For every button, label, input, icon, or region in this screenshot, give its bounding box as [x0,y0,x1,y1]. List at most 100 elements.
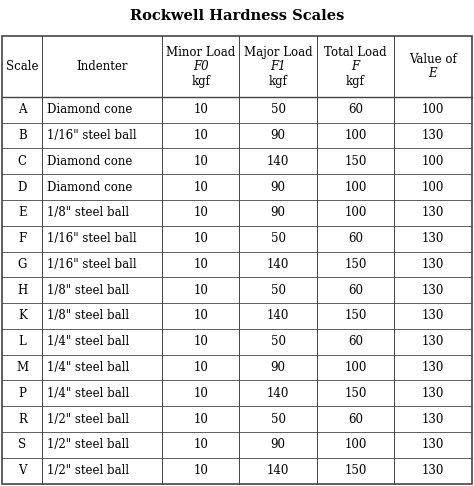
Text: 90: 90 [271,438,286,451]
Text: Total Load: Total Load [324,46,387,58]
Text: 1/8" steel ball: 1/8" steel ball [47,284,129,296]
Text: 100: 100 [345,181,367,193]
Text: 1/8" steel ball: 1/8" steel ball [47,310,129,323]
Text: 10: 10 [193,155,208,168]
Text: 100: 100 [345,438,367,451]
Text: 60: 60 [348,335,363,348]
Text: 130: 130 [422,413,444,426]
Text: Diamond cone: Diamond cone [47,181,132,193]
Text: 100: 100 [422,103,444,116]
Text: Rockwell Hardness Scales: Rockwell Hardness Scales [130,9,344,23]
Text: 140: 140 [267,258,289,271]
Text: 50: 50 [271,284,286,296]
Text: 10: 10 [193,310,208,323]
Text: 130: 130 [422,207,444,219]
Text: D: D [18,181,27,193]
Text: Minor Load: Minor Load [166,46,236,58]
Text: 10: 10 [193,103,208,116]
Text: 1/2" steel ball: 1/2" steel ball [47,464,129,477]
Text: 10: 10 [193,335,208,348]
Text: 150: 150 [345,310,367,323]
Text: 100: 100 [422,181,444,193]
Text: 150: 150 [345,155,367,168]
Text: 1/4" steel ball: 1/4" steel ball [47,387,129,400]
Text: 130: 130 [422,284,444,296]
Text: Scale: Scale [6,60,38,73]
Text: 140: 140 [267,464,289,477]
Text: 150: 150 [345,258,367,271]
Text: 130: 130 [422,387,444,400]
Text: 150: 150 [345,387,367,400]
Text: 10: 10 [193,129,208,142]
Text: 130: 130 [422,464,444,477]
Text: 1/16" steel ball: 1/16" steel ball [47,232,137,245]
Text: 130: 130 [422,232,444,245]
Text: C: C [18,155,27,168]
Text: 140: 140 [267,310,289,323]
Text: kgf: kgf [269,75,288,87]
Text: 60: 60 [348,284,363,296]
Text: 60: 60 [348,413,363,426]
Text: H: H [17,284,27,296]
Text: 100: 100 [345,129,367,142]
Text: Indenter: Indenter [76,60,128,73]
Text: kgf: kgf [191,75,210,87]
Text: S: S [18,438,27,451]
Text: 90: 90 [271,207,286,219]
Text: 1/2" steel ball: 1/2" steel ball [47,438,129,451]
Text: 130: 130 [422,129,444,142]
Text: 10: 10 [193,258,208,271]
Text: 60: 60 [348,232,363,245]
Text: 10: 10 [193,207,208,219]
Text: 1/2" steel ball: 1/2" steel ball [47,413,129,426]
Text: 10: 10 [193,387,208,400]
Text: 100: 100 [422,155,444,168]
Text: L: L [18,335,26,348]
Text: 150: 150 [345,464,367,477]
Text: G: G [18,258,27,271]
Text: A: A [18,103,27,116]
Text: kgf: kgf [346,75,365,87]
Text: F0: F0 [193,60,209,73]
Text: E: E [18,207,27,219]
Text: 10: 10 [193,181,208,193]
Text: 90: 90 [271,361,286,374]
Text: Diamond cone: Diamond cone [47,155,132,168]
Text: 1/4" steel ball: 1/4" steel ball [47,361,129,374]
Text: M: M [16,361,28,374]
Text: 100: 100 [345,361,367,374]
Text: 90: 90 [271,181,286,193]
Text: 10: 10 [193,438,208,451]
Text: 50: 50 [271,103,286,116]
Text: P: P [18,387,26,400]
Text: 140: 140 [267,387,289,400]
Text: 10: 10 [193,284,208,296]
Text: 50: 50 [271,232,286,245]
Text: 1/4" steel ball: 1/4" steel ball [47,335,129,348]
Text: 50: 50 [271,335,286,348]
Text: 50: 50 [271,413,286,426]
Text: 100: 100 [345,207,367,219]
Text: F1: F1 [270,60,286,73]
Text: R: R [18,413,27,426]
Text: Value of: Value of [409,53,457,66]
Text: 60: 60 [348,103,363,116]
Text: 1/16" steel ball: 1/16" steel ball [47,258,137,271]
Text: 130: 130 [422,310,444,323]
Text: 10: 10 [193,232,208,245]
Text: 130: 130 [422,258,444,271]
Text: Diamond cone: Diamond cone [47,103,132,116]
Text: 10: 10 [193,464,208,477]
Text: 10: 10 [193,413,208,426]
Text: E: E [428,68,437,80]
Text: F: F [352,60,360,73]
Text: 90: 90 [271,129,286,142]
Text: 140: 140 [267,155,289,168]
Text: 130: 130 [422,335,444,348]
Text: 10: 10 [193,361,208,374]
Text: B: B [18,129,27,142]
Text: 1/16" steel ball: 1/16" steel ball [47,129,137,142]
Text: 1/8" steel ball: 1/8" steel ball [47,207,129,219]
Text: V: V [18,464,27,477]
Text: 130: 130 [422,438,444,451]
